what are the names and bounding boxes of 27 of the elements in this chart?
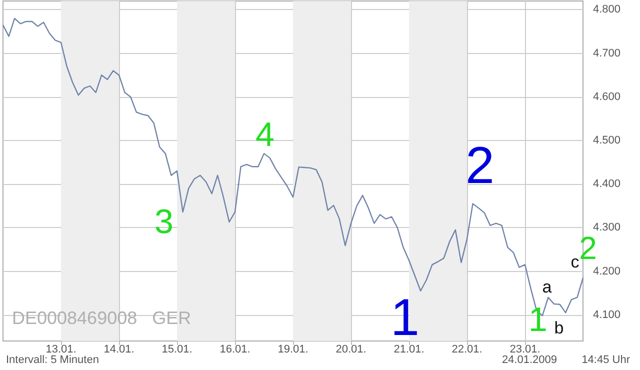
text: 24.01.2009 — [502, 354, 557, 366]
x-tick-label: 19.01. — [278, 344, 308, 356]
x-tick-label: 23.01. — [510, 344, 540, 356]
y-tick-label: 4.400 — [593, 178, 621, 190]
x-tick-label: 20.01. — [336, 344, 366, 356]
y-tick-label: 4.800 — [593, 4, 621, 16]
y-tick-label: 4.500 — [593, 134, 621, 146]
annotation: c — [570, 252, 580, 272]
x-tick-label: 16.01. — [220, 344, 250, 356]
x-tick-label: 21.01. — [394, 344, 424, 356]
x-tick-label: 14.01. — [104, 344, 134, 356]
y-tick-label: 4.700 — [593, 47, 621, 60]
y-tick-label: 4.200 — [593, 265, 621, 278]
x-tick-label: 13.01. — [46, 344, 76, 356]
y-tick-label: 4.600 — [593, 90, 621, 103]
text: Intervall: 5 Minuten — [6, 354, 99, 366]
annotation: a — [542, 278, 552, 296]
annotation: b — [554, 318, 564, 338]
x-tick-label: 22.01. — [452, 344, 482, 356]
x-tick-label: 15.01. — [162, 344, 192, 356]
text: 14:45 Uhr — [582, 354, 630, 366]
y-tick-label: 4.100 — [593, 308, 621, 321]
annotation: 4 — [256, 116, 274, 154]
annotation: 2 — [466, 137, 494, 195]
annotation: DE0008469008 GER — [12, 308, 192, 328]
annotation: 3 — [154, 203, 174, 241]
annotation: 1 — [528, 301, 548, 339]
